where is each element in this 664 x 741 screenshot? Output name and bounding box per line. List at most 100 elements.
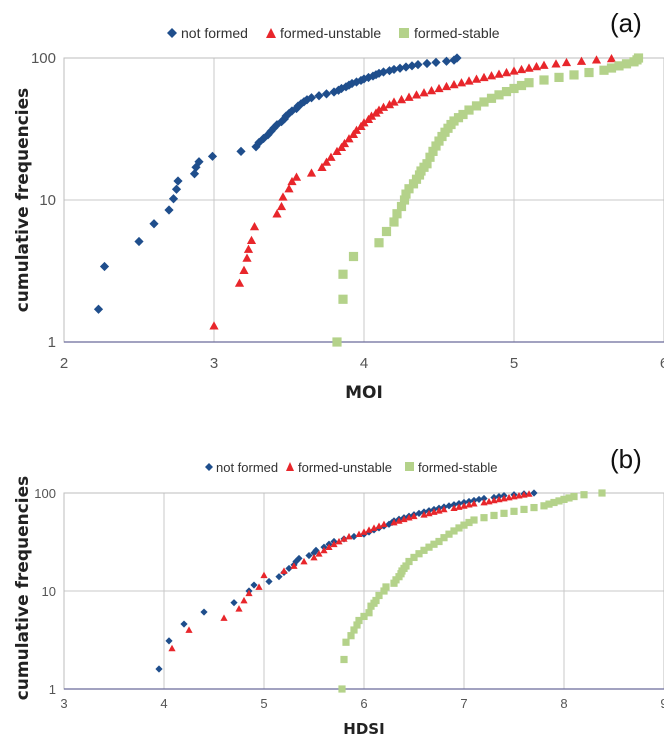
panel-a-formed-unstable-point: [284, 184, 294, 193]
panel-a-formed-unstable-point: [411, 90, 422, 99]
panel-b-formed-stable-point: [540, 502, 548, 510]
panel-a-formed-stable-point: [479, 97, 489, 107]
panel-b-not-formed-point: [312, 546, 320, 554]
panel-b-not-formed-point: [475, 495, 483, 504]
panel-a-formed-unstable-point: [456, 78, 467, 87]
panel-b-formed-unstable-point: [330, 540, 338, 548]
panel-b-formed-unstable-point: [310, 553, 318, 561]
panel-a-not-formed-point: [389, 64, 399, 75]
panel-a-formed-unstable-point: [326, 152, 336, 161]
legend-b-formed-unstable-marker: [286, 462, 294, 471]
panel-b-x-tick-label: 7: [460, 696, 467, 711]
panel-b-y-axis-title: cumulative frequencies: [13, 476, 33, 701]
panel-a-formed-stable-point: [621, 59, 632, 69]
panel-b-formed-stable-point: [405, 557, 413, 566]
panel-b-not-formed-point: [200, 608, 208, 616]
panel-a-formed-stable-point: [509, 83, 519, 94]
panel-b-x-tick-label: 5: [260, 696, 267, 711]
panel-b: 3 4 5 6 7 8 9 1 10 100 not formed formed-unstable…: [13, 444, 664, 738]
panel-a-y-tick-label: 10: [39, 192, 56, 209]
panel-a-formed-stable-point: [516, 80, 527, 91]
panel-a-formed-unstable-point: [396, 94, 407, 104]
panel-b-grid: [64, 493, 664, 689]
panel-b-formed-unstable-point: [300, 557, 308, 565]
panel-a-formed-unstable-point: [306, 168, 317, 177]
panel-b-formed-stable-point: [445, 530, 453, 538]
panel-b-formed-unstable-point: [520, 491, 528, 498]
legend-a-formed-unstable-marker: [266, 28, 276, 38]
panel-a-formed-stable-point: [422, 159, 432, 169]
legend-b-formed-stable-label: formed-stable: [418, 460, 497, 475]
panel-b-y-tick-label: 1: [49, 682, 56, 697]
panel-b-formed-stable-point: [455, 524, 463, 532]
panel-a-formed-stable-point: [464, 105, 474, 115]
panel-a-x-tick-label: 5: [510, 355, 518, 372]
legend-a-not-formed-marker: [167, 28, 177, 38]
panel-b-not-formed-point: [165, 637, 173, 645]
panel-b-formed-unstable-point: [440, 505, 448, 513]
legend-b-not-formed-label: not formed: [216, 460, 278, 475]
panel-b-formed-unstable-point: [240, 596, 248, 604]
panel-a-formed-stable-point: [348, 251, 359, 262]
panel-b-not-formed-point: [530, 489, 538, 497]
panel-a-ticks: 2 3 4 5 6 1 10 100: [31, 50, 664, 372]
panel-b-formed-stable-point: [360, 612, 368, 621]
panel-a-not-formed-point: [441, 56, 452, 66]
panel-a-not-formed-point: [407, 61, 417, 71]
panel-b-formed-stable-point: [415, 550, 423, 558]
panel-a-formed-stable-point: [374, 238, 384, 248]
panel-b-formed-unstable-point: [515, 492, 523, 499]
panel-a-not-formed-point: [401, 62, 411, 72]
panel-a-formed-stable-point: [584, 67, 594, 78]
panel-a-formed-stable-point: [401, 189, 411, 199]
panel-b-formed-unstable-point: [325, 543, 333, 551]
panel-b-formed-stable-point: [560, 495, 568, 504]
panel-b-not-formed-point: [265, 577, 273, 586]
panel-a-formed-unstable-point: [561, 57, 572, 67]
panel-b-x-axis-title: HDSI: [343, 720, 384, 738]
panel-a-formed-unstable-point: [449, 79, 459, 89]
panel-a-y-tick-label: 1: [48, 334, 56, 351]
panel-b-y-tick-label: 100: [34, 486, 56, 501]
panel-a-formed-stable-point: [428, 146, 438, 156]
panel-a-formed-unstable-point: [239, 265, 249, 274]
legend-a-formed-stable: formed-stable: [399, 25, 500, 41]
panel-a-formed-unstable-point: [479, 72, 489, 82]
panel-a-not-formed-point: [413, 60, 423, 70]
panel-a-formed-stable-point: [494, 90, 504, 100]
panel-a-formed-unstable-point: [246, 235, 257, 245]
panel-a-formed-unstable-point: [486, 71, 497, 80]
panel-b-label: (b): [610, 444, 642, 474]
panel-b-formed-stable-point: [550, 498, 558, 507]
panel-b-formed-unstable-point: [360, 528, 368, 535]
panel-a-formed-unstable-point: [378, 102, 389, 111]
panel-b-formed-unstable-point: [410, 512, 418, 520]
panel-a-formed-stable-point: [392, 209, 402, 219]
panel-a-formed-unstable-point: [249, 221, 260, 231]
panel-b-formed-stable-point: [425, 543, 433, 551]
panel-a-x-axis-title: MOI: [345, 383, 383, 403]
panel-a-formed-unstable-point: [509, 66, 519, 75]
panel-a-formed-unstable-point: [317, 162, 327, 171]
legend-a-formed-unstable-label: formed-unstable: [280, 25, 381, 41]
panel-b-formed-stable-point: [530, 503, 538, 512]
panel-b-formed-stable-point: [420, 546, 428, 554]
panel-a-formed-unstable-point: [278, 192, 288, 201]
panel-a: 2 3 4 5 6 1 10 100 not formed formed-unstable f…: [13, 8, 664, 403]
panel-b-points: [155, 489, 606, 693]
panel-b-formed-stable-point: [465, 518, 473, 527]
panel-b-formed-unstable-point: [375, 522, 383, 529]
panel-b-formed-stable-point: [500, 509, 508, 517]
panel-a-formed-unstable-point: [287, 176, 297, 186]
panel-b-not-formed-point: [250, 581, 258, 589]
panel-a-y-tick-label: 100: [31, 50, 56, 67]
panel-b-formed-stable-point: [410, 553, 418, 562]
panel-a-formed-stable-point: [425, 152, 435, 162]
panel-b-y-tick-label: 10: [42, 584, 56, 599]
panel-b-formed-stable-point: [480, 514, 488, 522]
panel-a-formed-unstable-point: [234, 278, 245, 287]
panel-b-formed-unstable-point: [185, 626, 193, 633]
panel-a-not-formed-point: [99, 261, 110, 272]
panel-b-formed-stable-point: [372, 596, 380, 605]
panel-b-formed-stable-point: [340, 655, 348, 664]
